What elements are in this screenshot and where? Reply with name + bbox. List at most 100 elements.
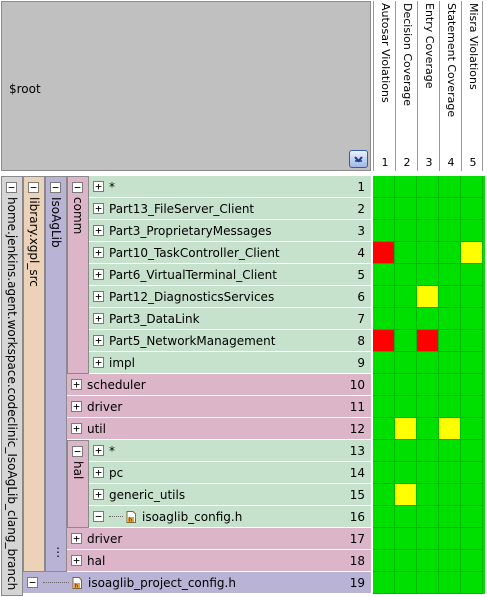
tree-row[interactable]: + driver 17	[67, 528, 371, 550]
metric-cell[interactable]	[373, 286, 395, 308]
expand-toggle[interactable]: +	[93, 357, 104, 368]
expand-toggle[interactable]: +	[93, 313, 104, 324]
tree-row[interactable]: + pc 14	[89, 462, 371, 484]
metric-header-5[interactable]: Misra Violations 5	[461, 1, 483, 171]
metric-cell[interactable]	[461, 198, 483, 220]
metric-cell[interactable]	[439, 528, 461, 550]
metric-header-1[interactable]: Autosar Violations 1	[373, 1, 395, 171]
metric-cell[interactable]	[439, 550, 461, 572]
collapse-toggle[interactable]: −	[6, 182, 17, 193]
metric-cell[interactable]	[373, 572, 395, 594]
metric-cell[interactable]	[461, 176, 483, 198]
metric-cell[interactable]	[417, 418, 439, 440]
metric-cell[interactable]	[395, 286, 417, 308]
expand-toggle[interactable]: +	[93, 445, 104, 456]
metric-cell[interactable]	[417, 528, 439, 550]
metric-cell[interactable]	[395, 308, 417, 330]
metric-cell[interactable]	[461, 242, 483, 264]
metric-cell[interactable]	[373, 528, 395, 550]
metric-cell[interactable]	[439, 176, 461, 198]
metric-cell[interactable]	[439, 330, 461, 352]
metric-cell[interactable]	[373, 374, 395, 396]
metric-cell[interactable]	[461, 462, 483, 484]
metric-cell[interactable]	[461, 572, 483, 594]
expand-toggle[interactable]: +	[93, 181, 104, 192]
metric-cell[interactable]	[417, 264, 439, 286]
scroll-down-button[interactable]	[349, 150, 368, 168]
collapse-toggle[interactable]: −	[72, 182, 83, 193]
expand-toggle[interactable]: +	[93, 269, 104, 280]
expand-toggle[interactable]: +	[71, 423, 82, 434]
metric-cell[interactable]	[439, 220, 461, 242]
tree-row[interactable]: − h isoaglib_config.h 16	[89, 506, 371, 528]
metric-cell[interactable]	[373, 440, 395, 462]
metric-cell[interactable]	[461, 484, 483, 506]
metric-cell[interactable]	[461, 374, 483, 396]
metric-cell[interactable]	[373, 484, 395, 506]
tree-row[interactable]: + hal 18	[67, 550, 371, 572]
root-panel[interactable]: $root	[1, 1, 371, 171]
metric-header-3[interactable]: Entry Coverage 3	[417, 1, 439, 171]
tree-row[interactable]: − h isoaglib_project_config.h 19	[23, 572, 371, 594]
metric-cell[interactable]	[439, 418, 461, 440]
metric-cell[interactable]	[373, 352, 395, 374]
expand-toggle[interactable]: +	[71, 379, 82, 390]
metric-cell[interactable]	[417, 242, 439, 264]
metric-cell[interactable]	[417, 572, 439, 594]
expand-toggle[interactable]: +	[71, 401, 82, 412]
metric-cell[interactable]	[461, 220, 483, 242]
metric-cell[interactable]	[395, 330, 417, 352]
metric-cell[interactable]	[373, 330, 395, 352]
group-hal[interactable]: − hal	[67, 440, 89, 528]
metric-cell[interactable]	[439, 352, 461, 374]
metric-cell[interactable]	[417, 352, 439, 374]
group-library[interactable]: − library.xgpl_src	[23, 176, 45, 572]
expand-toggle[interactable]: +	[93, 225, 104, 236]
tree-row[interactable]: + Part5_NetworkManagement 8	[89, 330, 371, 352]
expand-toggle[interactable]: +	[71, 555, 82, 566]
metric-cell[interactable]	[417, 176, 439, 198]
metric-cell[interactable]	[461, 550, 483, 572]
metric-cell[interactable]	[417, 506, 439, 528]
group-isoaglib[interactable]: − IsoAgLib ⋮	[45, 176, 67, 572]
metric-cell[interactable]	[395, 418, 417, 440]
metric-cell[interactable]	[395, 572, 417, 594]
tree-row[interactable]: + * 1	[89, 176, 371, 198]
expand-toggle[interactable]: +	[93, 291, 104, 302]
metric-cell[interactable]	[395, 198, 417, 220]
metric-cell[interactable]	[417, 330, 439, 352]
metric-cell[interactable]	[373, 242, 395, 264]
metric-cell[interactable]	[373, 506, 395, 528]
metric-cell[interactable]	[373, 264, 395, 286]
metric-cell[interactable]	[417, 550, 439, 572]
metric-cell[interactable]	[395, 242, 417, 264]
tree-row[interactable]: + Part3_DataLink 7	[89, 308, 371, 330]
metric-cell[interactable]	[461, 330, 483, 352]
metric-cell[interactable]	[373, 396, 395, 418]
expand-toggle[interactable]: +	[93, 335, 104, 346]
tree-row[interactable]: + scheduler 10	[67, 374, 371, 396]
metric-cell[interactable]	[439, 440, 461, 462]
tree-row[interactable]: + Part10_TaskController_Client 4	[89, 242, 371, 264]
metric-cell[interactable]	[461, 308, 483, 330]
metric-cell[interactable]	[417, 374, 439, 396]
metric-cell[interactable]	[395, 462, 417, 484]
metric-cell[interactable]	[461, 264, 483, 286]
metric-cell[interactable]	[439, 484, 461, 506]
tree-row[interactable]: + Part6_VirtualTerminal_Client 5	[89, 264, 371, 286]
metric-header-4[interactable]: Statement Coverage 4	[439, 1, 461, 171]
metric-cell[interactable]	[417, 396, 439, 418]
collapse-toggle[interactable]: −	[27, 577, 38, 588]
metric-cell[interactable]	[461, 440, 483, 462]
metric-cell[interactable]	[417, 462, 439, 484]
metric-cell[interactable]	[461, 396, 483, 418]
metric-cell[interactable]	[439, 572, 461, 594]
expand-toggle[interactable]: +	[93, 247, 104, 258]
metric-cell[interactable]	[395, 506, 417, 528]
metric-cell[interactable]	[395, 440, 417, 462]
metric-cell[interactable]	[417, 440, 439, 462]
tree-row[interactable]: + Part3_ProprietaryMessages 3	[89, 220, 371, 242]
metric-cell[interactable]	[373, 308, 395, 330]
collapse-toggle[interactable]: −	[28, 182, 39, 193]
group-comm[interactable]: − comm	[67, 176, 89, 374]
